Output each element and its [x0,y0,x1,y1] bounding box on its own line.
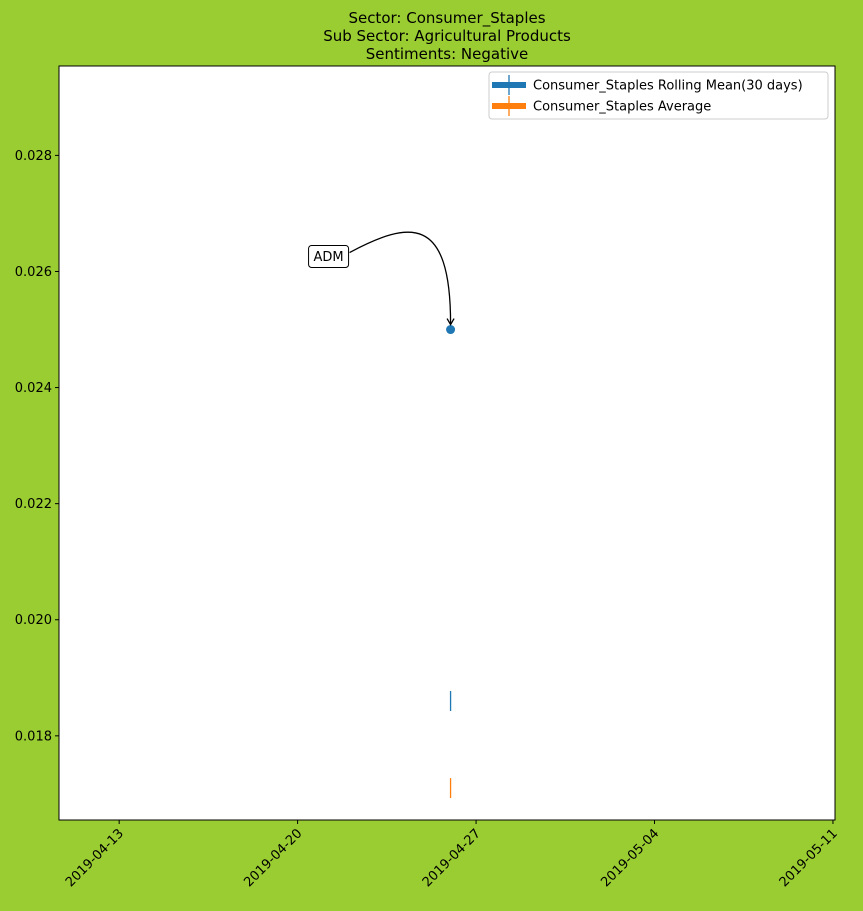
y-tick-label: 0.026 [15,265,52,280]
x-tick-label: 2019-05-04 [598,826,662,890]
x-tick-label: 2019-04-13 [63,826,127,890]
x-tick-label: 2019-04-20 [241,826,305,890]
annotation: ADM [308,231,455,326]
chart-title-line-2: Sub Sector: Agricultural Products [323,27,571,45]
scatter-point [446,325,456,335]
annotation-label: ADM [314,250,344,265]
annotation-arrow-head [446,318,455,326]
legend-box [488,71,829,120]
y-axis: 0.018 0.020 0.022 0.024 0.026 0.028 [15,149,59,744]
y-tick-label: 0.024 [15,381,52,396]
y-tick-label: 0.020 [15,613,52,628]
plot-area [58,65,836,821]
chart-title-line-3: Sentiments: Negative [366,45,529,63]
legend-label: Consumer_Staples Rolling Mean(30 days) [533,79,803,94]
y-tick-label: 0.018 [15,729,52,744]
y-tick-label: 0.022 [15,497,52,512]
annotation-box [308,245,350,269]
legend-label: Consumer_Staples Average [533,100,711,115]
chart-marks: ADM [308,231,456,799]
chart-title-line-1: Sector: Consumer_Staples [348,9,545,28]
chart-title: Sector: Consumer_Staples Sub Sector: Agr… [323,9,571,63]
annotation-arrow [349,231,452,324]
x-tick-label: 2019-05-11 [777,826,841,890]
x-axis: 2019-04-13 2019-04-20 2019-04-27 2019-05-04… [63,820,841,890]
legend: Consumer_Staples Rolling Mean(30 days) Co… [488,71,829,120]
y-tick-label: 0.028 [15,149,52,164]
x-tick-label: 2019-04-27 [420,826,484,890]
